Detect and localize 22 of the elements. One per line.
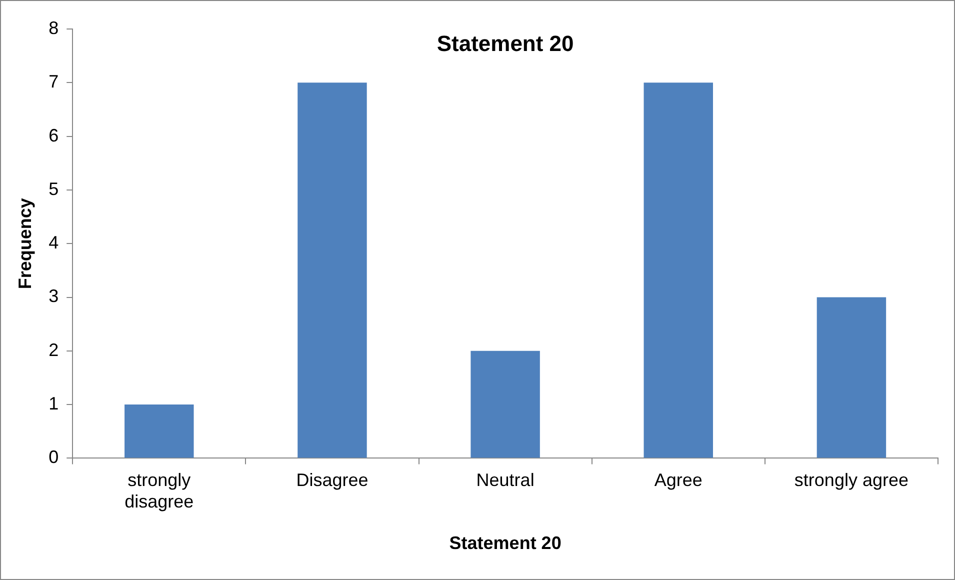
bar [644,82,713,458]
y-axis-title: Frequency [14,198,35,290]
bar [124,404,194,458]
x-tick-label: strongly disagree [124,470,194,512]
y-tick-label: 2 [48,340,59,360]
x-axis-title: Statement 20 [449,533,562,554]
y-tick-label: 4 [48,232,59,253]
x-tick-label: strongly agree [794,470,908,490]
x-tick-label: Disagree [296,470,368,490]
y-tick-label: 7 [48,72,59,92]
y-tick-label: 6 [48,125,59,146]
y-tick-label: 8 [48,18,59,38]
bar [816,297,886,458]
y-tick-label: 3 [48,286,59,306]
x-tick-label: Agree [654,470,702,490]
y-tick-label: 1 [48,394,59,414]
bar [470,350,540,458]
chart-title: Statement 20 [436,31,574,56]
bar [298,82,367,458]
y-tick-label: 0 [48,447,59,468]
x-tick-label: Neutral [476,470,534,490]
y-tick-label: 5 [48,178,59,199]
